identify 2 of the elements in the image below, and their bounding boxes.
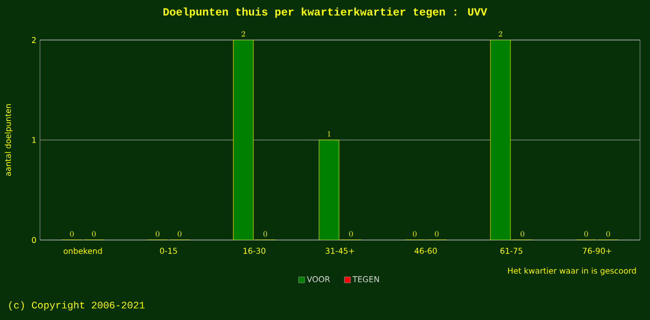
chart-title: Doelpunten thuis per kwartierkwartier tegen : UVV bbox=[164, 8, 488, 18]
text: (c) Copyright 2006-2021 bbox=[9, 301, 145, 310]
